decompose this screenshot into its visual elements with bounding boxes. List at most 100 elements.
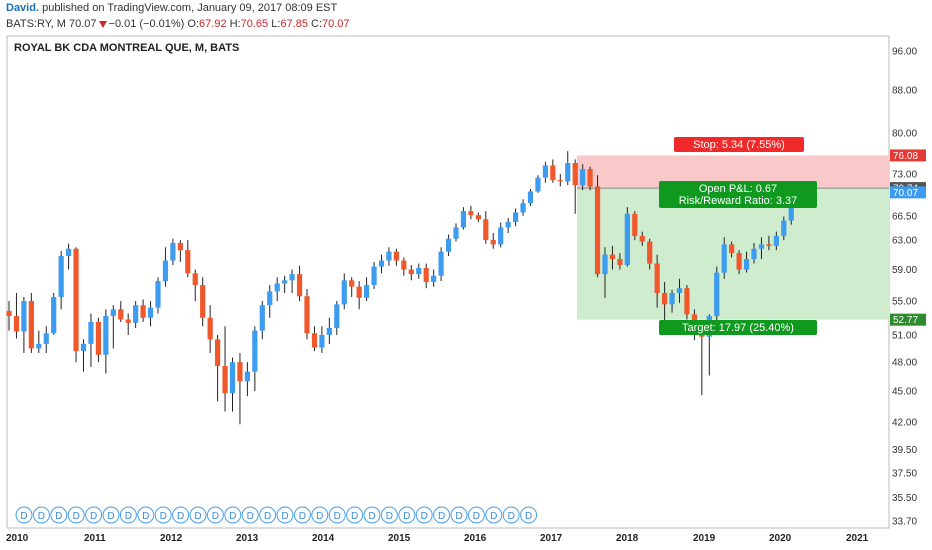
candle-body xyxy=(21,301,27,332)
candle-body xyxy=(13,316,20,332)
candle-body xyxy=(215,339,221,366)
target-box: Target: 17.97 (25.40%) xyxy=(659,320,817,335)
dividend-marker[interactable]: D xyxy=(398,506,416,524)
dividend-marker[interactable]: D xyxy=(206,506,224,524)
candle-body xyxy=(125,319,131,323)
candle xyxy=(267,285,273,318)
dividend-marker[interactable]: D xyxy=(502,506,520,524)
dividend-marker[interactable]: D xyxy=(450,506,468,524)
candle xyxy=(36,330,42,353)
dividend-marker[interactable]: D xyxy=(189,506,207,524)
dividend-marker[interactable]: D xyxy=(119,506,137,524)
candle-body xyxy=(356,286,362,298)
candle xyxy=(237,352,243,425)
candle xyxy=(147,301,154,327)
candle-body xyxy=(80,343,87,352)
candle-body xyxy=(259,305,265,331)
candle xyxy=(445,234,452,257)
price-axis[interactable]: 96.0088.0080.0073.0070.7466.5063.0059.00… xyxy=(892,47,917,528)
dividend-circle xyxy=(363,506,381,524)
candle xyxy=(215,334,221,402)
dividend-marker[interactable]: D xyxy=(102,506,120,524)
dividend-marker[interactable]: D xyxy=(137,506,155,524)
dividend-marker[interactable]: D xyxy=(433,506,451,524)
price-tick-label: 63.00 xyxy=(892,236,917,247)
candle xyxy=(684,285,690,320)
open-label: O: xyxy=(187,18,200,30)
candle-body xyxy=(453,227,459,239)
candle-body xyxy=(364,285,370,298)
candle xyxy=(751,242,757,264)
dividend-marker[interactable]: D xyxy=(224,506,242,524)
dividend-marker[interactable]: D xyxy=(346,506,364,524)
dividend-marker[interactable]: D xyxy=(485,506,503,524)
candle xyxy=(572,159,578,214)
candle-body xyxy=(162,260,169,282)
time-tick-label: 2017 xyxy=(540,533,563,544)
dividend-marker[interactable]: D xyxy=(50,506,68,524)
low-label: L: xyxy=(271,18,281,30)
candle xyxy=(393,248,399,266)
dividend-label: D xyxy=(125,511,132,522)
dividend-label: D xyxy=(525,511,532,522)
author-link[interactable]: David. xyxy=(6,2,40,14)
dividend-marker[interactable]: D xyxy=(15,506,33,524)
candle-body xyxy=(513,212,519,222)
dividend-label: D xyxy=(247,511,254,522)
candle xyxy=(624,207,630,267)
candle-body xyxy=(289,274,295,281)
dividend-marker[interactable]: D xyxy=(363,506,381,524)
candle xyxy=(170,238,176,266)
candle xyxy=(244,362,250,397)
dividend-marker[interactable]: D xyxy=(328,506,346,524)
dividend-label: D xyxy=(264,511,271,522)
candle-body xyxy=(252,330,258,372)
time-tick-label: 2010 xyxy=(6,533,29,544)
dividend-marker[interactable]: D xyxy=(259,506,277,524)
dividend-marker[interactable]: D xyxy=(85,506,103,524)
candle-body xyxy=(520,203,526,213)
time-tick-label: 2014 xyxy=(312,533,335,544)
candle xyxy=(51,292,57,335)
candle-body xyxy=(542,165,548,178)
dividend-marker[interactable]: D xyxy=(467,506,485,524)
dividend-marker[interactable]: D xyxy=(293,506,311,524)
dividend-marker[interactable]: D xyxy=(67,506,85,524)
candle xyxy=(714,266,720,323)
dividend-circle xyxy=(293,506,311,524)
dividend-label: D xyxy=(73,511,80,522)
position-zones[interactable] xyxy=(577,155,889,320)
target-price-tag-bg xyxy=(890,313,926,326)
dividend-marker[interactable]: D xyxy=(32,506,50,524)
dividend-marker[interactable]: D xyxy=(172,506,190,524)
candle xyxy=(505,217,511,234)
candle-body xyxy=(609,254,616,260)
candle-body xyxy=(51,297,57,334)
close-value: 70.07 xyxy=(322,18,350,30)
candle-body xyxy=(88,321,94,344)
candle xyxy=(416,263,422,279)
candle-body xyxy=(721,244,727,273)
dividend-marker[interactable]: D xyxy=(520,506,538,524)
low-value: 67.85 xyxy=(280,18,308,30)
dividend-circle xyxy=(398,506,416,524)
price-tick-label: 80.00 xyxy=(892,128,917,139)
candle-body xyxy=(140,305,146,318)
dividend-circle xyxy=(241,506,259,524)
candle-body xyxy=(423,268,429,282)
dividend-circle xyxy=(189,506,207,524)
candle-body xyxy=(110,309,116,317)
dividend-circle xyxy=(485,506,503,524)
time-axis[interactable]: 2010 2011 2012 2013 2014 2015 2016 2017 2018 2019… xyxy=(6,533,869,544)
symbol-label[interactable]: BATS:RY, M xyxy=(6,18,66,30)
dividend-marker[interactable]: D xyxy=(415,506,433,524)
candle-body xyxy=(155,281,161,308)
dividend-label: D xyxy=(438,511,445,522)
dividend-marker[interactable]: D xyxy=(241,506,259,524)
dividend-marker[interactable]: D xyxy=(276,506,294,524)
dividend-marker[interactable]: D xyxy=(311,506,329,524)
dividend-marker[interactable]: D xyxy=(380,506,398,524)
dividend-marker[interactable]: D xyxy=(154,506,172,524)
